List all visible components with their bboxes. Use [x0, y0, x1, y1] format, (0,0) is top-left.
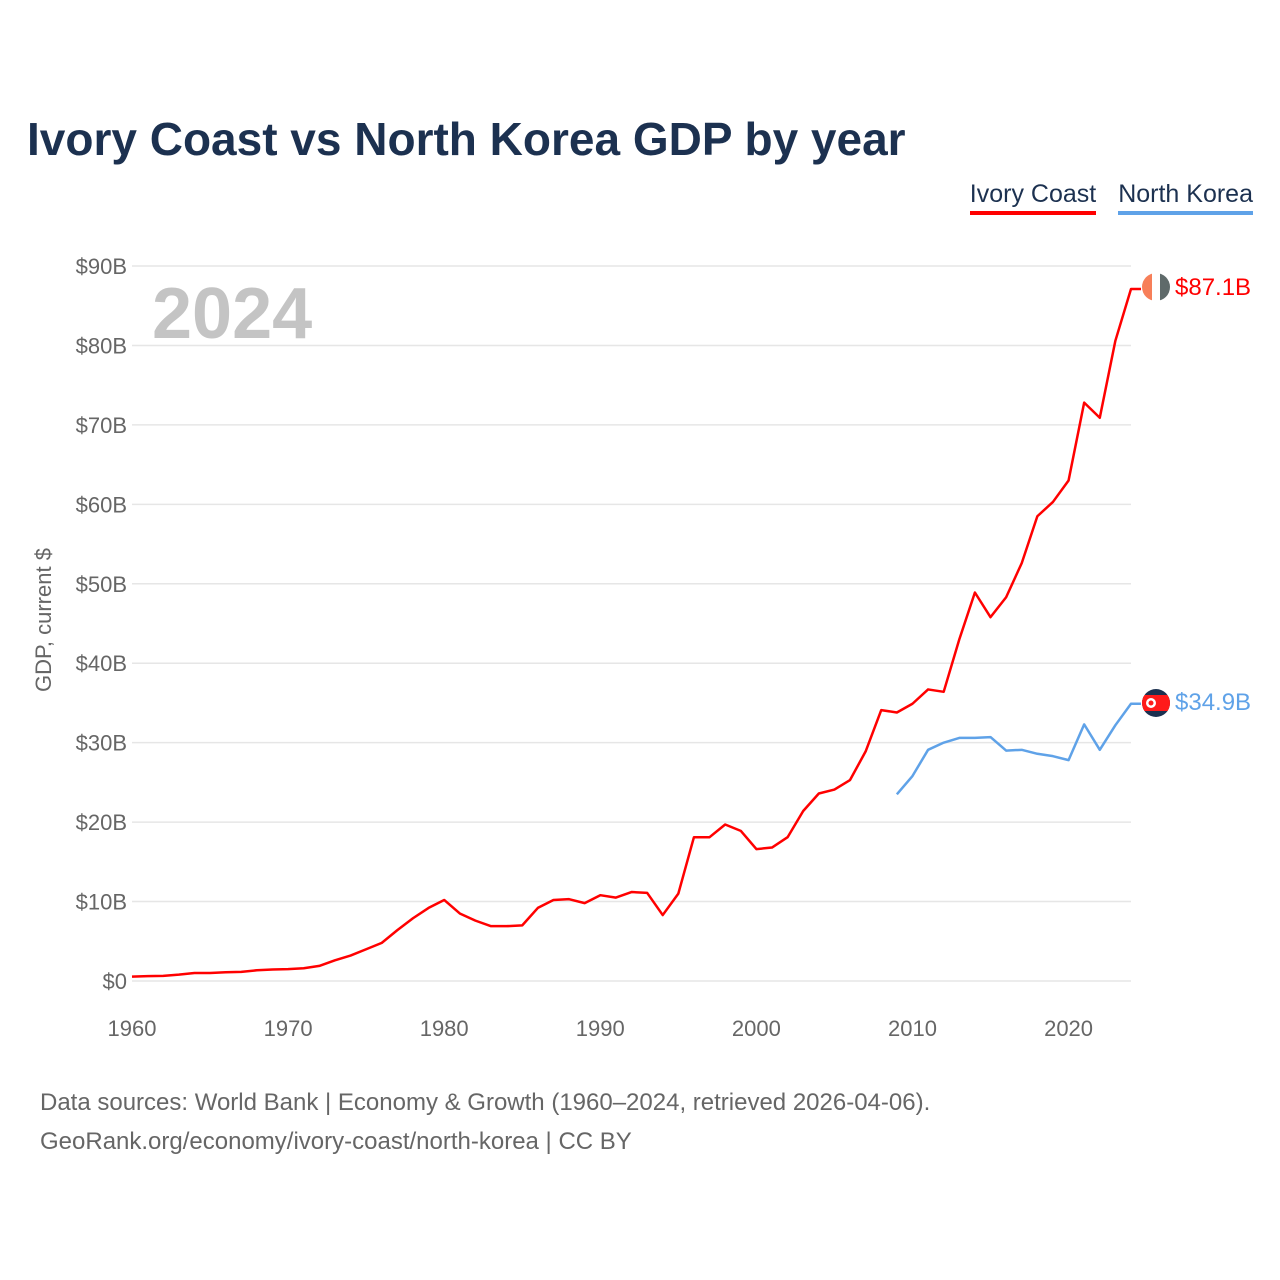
y-tick-label: $50B: [76, 572, 127, 597]
y-tick-label: $40B: [76, 651, 127, 676]
y-tick-label: $70B: [76, 413, 127, 438]
y-tick-label: $10B: [76, 890, 127, 915]
y-tick-label: $90B: [76, 254, 127, 279]
footer: Data sources: World Bank | Economy & Gro…: [40, 1083, 930, 1161]
y-tick-label: $0: [103, 969, 127, 994]
x-tick-label: 1980: [420, 1016, 469, 1041]
legend-north-korea[interactable]: North Korea: [1118, 180, 1253, 215]
y-tick-label: $60B: [76, 492, 127, 517]
legend: Ivory Coast North Korea: [969, 180, 1253, 215]
y-tick-label: $20B: [76, 810, 127, 835]
legend-ivory-coast[interactable]: Ivory Coast: [969, 180, 1097, 215]
series-line-ivory-coast: [131, 287, 1141, 978]
x-tick-label: 1970: [264, 1016, 313, 1041]
source-line: Data sources: World Bank | Economy & Gro…: [40, 1089, 931, 1116]
series-line-north-korea: [895, 702, 1141, 796]
y-tick-label: $80B: [76, 333, 127, 358]
x-tick-label: 2010: [888, 1016, 937, 1041]
y-axis-label: GDP, current $: [31, 548, 56, 692]
year-watermark: 2024: [152, 274, 312, 354]
north-korea-end-label: $34.9B: [1175, 689, 1251, 716]
north-korea-flag-icon: [1142, 689, 1170, 717]
ivory-coast-flag-icon: [1142, 273, 1170, 301]
x-tick-label: 1960: [108, 1016, 157, 1041]
x-tick-label: 1990: [576, 1016, 625, 1041]
x-tick-label: 2020: [1044, 1016, 1093, 1041]
ivory-coast-end-label: $87.1B: [1175, 274, 1251, 301]
source-url[interactable]: GeoRank.org/economy/ivory-coast/north-ko…: [40, 1128, 632, 1155]
chart-title: Ivory Coast vs North Korea GDP by year: [27, 113, 906, 165]
y-tick-label: $30B: [76, 731, 127, 756]
x-tick-label: 2000: [732, 1016, 781, 1041]
